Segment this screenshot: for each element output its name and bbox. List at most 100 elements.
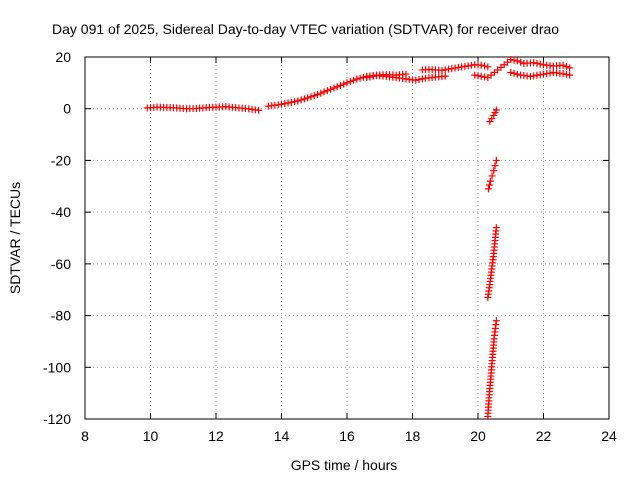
data-point <box>559 70 567 78</box>
data-point <box>274 101 282 109</box>
data-point <box>559 61 567 69</box>
data-point <box>320 88 328 96</box>
data-point <box>491 162 499 170</box>
x-tick-label: 24 <box>601 428 617 444</box>
data-point <box>477 61 485 69</box>
data-point <box>485 181 493 189</box>
data-point <box>481 62 489 70</box>
data-point <box>486 177 494 185</box>
data-point <box>287 98 295 106</box>
y-tick-label: 20 <box>55 49 71 65</box>
grid <box>85 57 609 419</box>
data-point <box>510 69 518 77</box>
x-tick-label: 20 <box>470 428 486 444</box>
x-tick-label: 16 <box>339 428 355 444</box>
data-point <box>517 58 525 66</box>
series-sat-a <box>143 103 263 114</box>
x-tick-label: 12 <box>208 428 224 444</box>
data-point <box>291 98 299 106</box>
data-point <box>415 76 423 84</box>
data-point <box>492 224 500 232</box>
data-point <box>418 75 426 83</box>
data-point <box>492 106 500 114</box>
data-point <box>441 66 449 74</box>
series-sat-d <box>418 61 492 74</box>
y-tick-label: 0 <box>63 101 71 117</box>
plot-frame <box>84 56 610 420</box>
data-point <box>333 83 341 91</box>
data-point <box>513 57 521 65</box>
series-sat-g <box>486 106 500 126</box>
x-axis-label: GPS time / hours <box>291 457 398 473</box>
data-point <box>481 73 489 81</box>
data-point <box>369 72 377 80</box>
data-point <box>281 100 289 108</box>
data-point <box>533 59 541 67</box>
data-point <box>536 60 544 68</box>
data-point <box>507 69 515 77</box>
series-sat-c <box>363 72 449 84</box>
data-point <box>304 94 312 102</box>
y-tick-label: -100 <box>43 359 71 375</box>
data-point <box>566 71 574 79</box>
data-point <box>330 84 338 92</box>
data-point <box>343 79 351 87</box>
data-point <box>562 63 570 71</box>
data-point <box>492 317 500 325</box>
data-point <box>562 70 570 78</box>
data-point <box>346 78 354 86</box>
data-point <box>441 72 449 80</box>
data-point <box>310 92 318 100</box>
data-point <box>488 172 496 180</box>
data-point <box>510 56 518 64</box>
y-tick-label: -60 <box>51 256 71 272</box>
data-point <box>366 73 374 81</box>
series-sat-e <box>471 56 574 82</box>
chart-title: Day 091 of 2025, Sidereal Day-to-day VTE… <box>52 21 559 37</box>
x-tick-label: 18 <box>405 428 421 444</box>
series-sat-f <box>507 69 574 80</box>
data-point <box>513 70 521 78</box>
x-tick-label: 14 <box>274 428 290 444</box>
series-sat-h <box>484 156 500 193</box>
data-point <box>507 56 515 64</box>
data-point <box>278 100 285 108</box>
data-point <box>566 64 574 72</box>
data-point <box>314 90 322 98</box>
data-point <box>363 74 371 82</box>
y-tick-label: -120 <box>43 411 71 427</box>
series-sat-b <box>264 70 410 110</box>
x-tick-label: 22 <box>536 428 552 444</box>
data-point <box>350 76 358 84</box>
series-sat-i <box>484 224 500 301</box>
data-point <box>317 89 325 97</box>
data-point <box>484 63 492 71</box>
data-point <box>327 85 335 93</box>
data-point <box>356 74 364 82</box>
data-point <box>353 75 361 83</box>
data-point <box>336 81 344 89</box>
data-point <box>490 167 498 175</box>
data-point <box>438 66 446 74</box>
data-point <box>300 95 308 103</box>
data-point <box>412 76 420 84</box>
data-point <box>492 156 500 164</box>
data-point <box>284 99 292 107</box>
data-point <box>297 96 305 104</box>
y-tick-label: -40 <box>51 204 71 220</box>
y-axis-label: SDTVAR / TECUs <box>7 182 23 294</box>
data-points <box>143 56 574 420</box>
data-point <box>474 72 482 80</box>
y-tick-label: -20 <box>51 152 71 168</box>
data-point <box>484 185 492 193</box>
data-point <box>307 93 315 101</box>
data-point <box>255 106 263 114</box>
x-tick-label: 8 <box>81 428 89 444</box>
x-tick-label: 10 <box>143 428 159 444</box>
data-point <box>477 72 485 80</box>
y-tick-label: -80 <box>51 308 71 324</box>
series-sat-j <box>484 317 500 420</box>
data-point <box>323 87 331 95</box>
data-point <box>530 59 538 67</box>
